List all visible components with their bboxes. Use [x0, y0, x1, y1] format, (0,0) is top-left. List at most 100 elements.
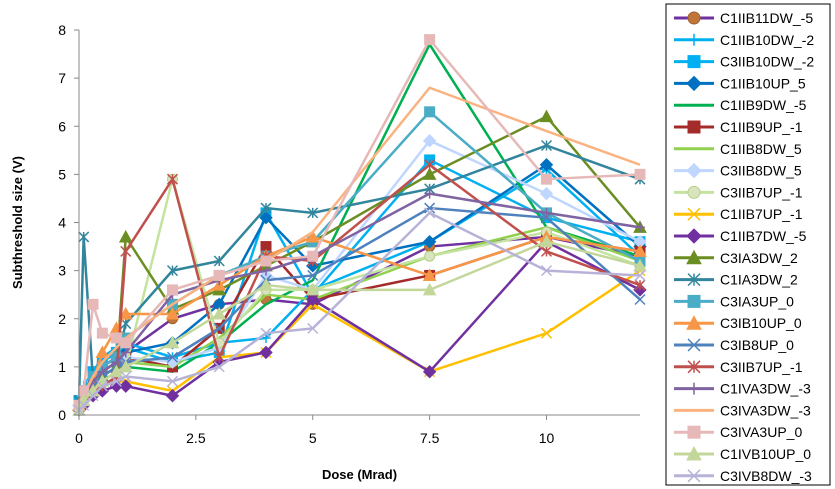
series-line — [77, 269, 641, 411]
y-tick-label: 0 — [58, 407, 66, 423]
legend-label: C3IA3DW_2 — [720, 250, 798, 266]
data-point — [96, 380, 108, 392]
legend: C1IIB11DW_-5 C1IIB10DW_-2 C3IIB10DW_-2 C1II… — [665, 3, 831, 486]
data-point — [541, 173, 552, 185]
data-point — [686, 445, 702, 461]
legend-label: C3IVA3UP_0 — [720, 424, 802, 440]
legend-entry: C3IIB8DW_5 — [674, 163, 802, 179]
x-axis-title: Dose (Mrad) — [322, 467, 397, 482]
legend-entry: C3IIB7UP_-1 — [674, 184, 803, 200]
data-point — [165, 306, 180, 320]
data-point — [540, 265, 553, 277]
x-tick-label: 5 — [309, 430, 317, 446]
data-point — [120, 370, 132, 383]
legend-entry: C3IA3DW_2 — [674, 249, 798, 266]
data-point — [305, 282, 320, 296]
data-point — [422, 133, 437, 148]
plot-area — [72, 34, 647, 417]
data-point — [539, 158, 554, 172]
y-tick-label: 7 — [58, 70, 66, 86]
legend-label: C1IA3DW_2 — [720, 272, 798, 288]
data-point — [634, 168, 646, 180]
data-point — [307, 322, 319, 334]
data-point — [633, 258, 647, 272]
data-point — [540, 139, 553, 152]
data-point — [110, 332, 122, 344]
data-point — [424, 202, 436, 214]
y-tick-label: 3 — [58, 263, 66, 279]
legend-entry: C1IVB10UP_0 — [674, 445, 811, 462]
legend-label: C1IIB10DW_-2 — [720, 32, 814, 48]
legend-entry: C3IVB8DW_-3 — [674, 468, 812, 484]
data-point — [261, 265, 271, 276]
data-point — [424, 106, 436, 118]
series-line — [77, 163, 641, 406]
data-point — [422, 235, 437, 249]
legend-entry: C3IB10UP_0 — [674, 315, 802, 331]
data-point — [634, 269, 646, 281]
series-group — [72, 229, 647, 411]
data-point — [213, 361, 225, 373]
legend-entry: C3IVA3DW_-3 — [674, 402, 811, 418]
data-point — [540, 245, 553, 257]
y-tick-label: 1 — [58, 359, 66, 375]
data-point — [120, 347, 131, 358]
data-point — [87, 390, 99, 402]
data-point — [212, 306, 227, 320]
y-tick-label: 2 — [58, 311, 66, 327]
data-point — [166, 351, 179, 363]
data-point — [120, 337, 132, 349]
data-point — [422, 364, 437, 379]
data-point — [213, 269, 225, 281]
legend-label: C1IIB10UP_5 — [720, 75, 806, 91]
data-point — [634, 293, 646, 306]
y-tick-label: 5 — [58, 166, 66, 182]
data-point — [95, 345, 110, 358]
data-point — [687, 207, 701, 221]
legend-label: C1IIB9UP_-1 — [720, 119, 803, 135]
data-point — [539, 186, 554, 201]
data-point — [687, 425, 701, 439]
legend-label: C3IA3UP_0 — [720, 293, 794, 309]
legend-entry: C1IIB10DW_-2 — [674, 32, 814, 48]
legend-entry: C3IIB10DW_-2 — [674, 54, 814, 70]
axes: 0 1 2 3 4 5 6 7 8 0 2.5 5 7.5 10 — [58, 22, 640, 446]
legend-label: C1IVA3DW_-3 — [720, 381, 811, 397]
data-point — [686, 315, 702, 330]
data-point — [687, 120, 701, 134]
legend-entry: C3IIB7UP_-1 — [674, 359, 803, 375]
y-tick-label: 8 — [58, 22, 66, 38]
data-point — [634, 279, 646, 291]
data-point — [686, 75, 702, 92]
data-point — [540, 327, 553, 339]
data-point — [87, 298, 99, 310]
legend-entry: C1IIB7DW_-5 — [674, 228, 807, 244]
data-point — [110, 375, 122, 387]
legend-label: C3IVA3DW_-3 — [720, 402, 811, 418]
legend-label: C3IIB7UP_-1 — [720, 184, 803, 200]
legend-label: C1IVB10UP_0 — [720, 446, 811, 462]
data-point — [635, 222, 645, 233]
data-point — [687, 338, 701, 352]
data-point — [118, 229, 133, 243]
legend-entry: C1IIB7UP_-1 — [674, 206, 803, 222]
data-point — [687, 294, 701, 308]
data-point — [166, 265, 179, 277]
data-point — [165, 389, 180, 403]
data-point — [424, 250, 436, 262]
data-point — [166, 375, 179, 387]
data-point — [688, 382, 700, 395]
data-point — [424, 159, 436, 171]
legend-entry: C3IVA3UP_0 — [674, 424, 802, 440]
data-point — [165, 355, 180, 369]
data-point — [213, 255, 225, 267]
data-point — [539, 234, 554, 248]
data-point — [424, 34, 436, 46]
data-point — [422, 268, 437, 281]
data-point — [541, 207, 552, 218]
legend-label: C1IIB9DW_-5 — [720, 97, 807, 113]
y-tick-label: 4 — [58, 215, 66, 231]
x-tick-label: 0 — [75, 430, 83, 446]
y-axis-title: Subthreshold size (V) — [10, 156, 25, 289]
